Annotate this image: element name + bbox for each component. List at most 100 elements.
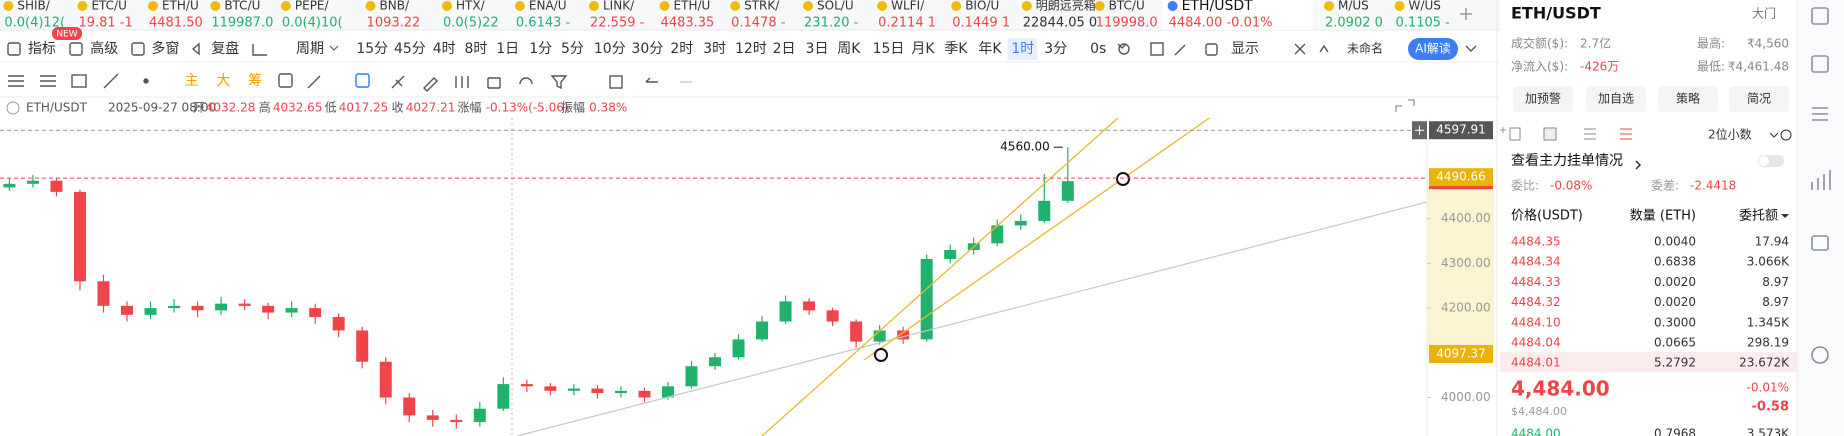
anchor-point[interactable] [874,348,888,362]
period[interactable]: 5分 [561,41,584,57]
coin-icon [730,1,741,11]
ticker-price[interactable]: 119987.0 [211,16,273,31]
period[interactable]: 15日 [873,41,905,57]
period[interactable]: 30分 [632,41,664,57]
panel-button[interactable] [1658,86,1718,112]
ticker-name[interactable]: BTC/U [224,0,260,13]
ticker-name[interactable]: LINK/ [603,0,635,13]
ticker-price[interactable]: 119998.0 [1096,16,1158,31]
panel-entry[interactable]: 大门 [1752,6,1776,21]
period[interactable]: 3时 [703,41,726,57]
candle-body [3,183,16,188]
ticker-name[interactable]: W/US [1409,0,1441,13]
candle-body [661,386,674,398]
ticker-name[interactable]: M/US [1338,0,1369,13]
info-label: 低 [325,101,337,115]
panel-button[interactable] [1586,86,1646,112]
period[interactable]: 2日 [773,41,796,57]
indicator-tool[interactable]: 大 [216,73,230,89]
ticker-price[interactable]: 231.20 - [804,16,859,31]
ticker-name[interactable]: BIO/U [965,0,999,13]
period[interactable]: 月K [911,41,935,57]
fullscreen-icon[interactable] [1395,99,1415,112]
ticker-name[interactable]: BTC/U [1109,0,1145,13]
period[interactable]: 1分 [529,41,552,57]
ticker-price[interactable]: 0.1449 1 [952,16,1010,31]
ticker-price[interactable]: 2.0902 0 [1325,16,1383,31]
panel-button-label[interactable]: 简况 [1747,92,1771,106]
ticker-name[interactable]: ETH/U [162,0,199,13]
period[interactable]: 2时 [670,41,693,57]
indicator-tool[interactable]: 筹 [248,72,262,89]
ticker-name[interactable]: ETH/USDT [1182,0,1254,14]
period[interactable]: 3日 [806,41,829,57]
period[interactable]: 3分 [1044,41,1067,57]
chevron [329,45,339,51]
ticker-price[interactable]: 0.6143 - [516,16,571,31]
decimals[interactable]: 2位小数 [1708,127,1752,142]
panel-button[interactable] [1513,86,1573,112]
ticker-price[interactable]: 4483.35 [661,16,715,31]
period[interactable]: 45分 [394,41,426,57]
period[interactable]: 季K [944,41,968,57]
ticker-price[interactable]: 0.1105 - [1396,16,1451,31]
period[interactable]: 周K [837,41,861,57]
ticker-name[interactable]: ENA/U [529,0,567,13]
main-orders[interactable]: 查看主力挂单情况 [1511,153,1623,169]
indicator-tool[interactable]: 主 [185,73,199,89]
panel-button-label[interactable]: 加自选 [1598,92,1634,106]
anchor-point[interactable] [1116,172,1130,186]
panel-button-label[interactable]: 策略 [1676,91,1700,106]
ticker-price[interactable]: 1093.22 [367,16,421,31]
ticker-name[interactable]: BNB/ [380,0,410,13]
ticker-price[interactable]: 0.0(4)10( [282,16,343,31]
ai-button[interactable] [1408,38,1458,60]
ticker-name[interactable]: 明朗远亮箱 [1036,0,1096,13]
ticker-name[interactable]: ETC/U [91,0,126,13]
ticker-name[interactable]: HTX/ [456,0,486,13]
ticker-price[interactable]: 0.1478 - [731,16,786,31]
panel-button[interactable] [1729,86,1789,112]
display-menu[interactable]: 显示 [1231,41,1259,57]
toolbar-item[interactable]: 指标 [28,41,56,57]
ticker-price[interactable]: 22844.05 0 [1023,16,1097,31]
ticker-price[interactable]: 0.0(5)22 [443,16,499,31]
add-tab-icon[interactable] [1460,8,1472,20]
ticker-price[interactable]: 22.559 - [590,16,645,31]
ticker-price[interactable]: 0.0(4)12( [4,16,65,31]
order-price: 4484.10 [1511,315,1561,329]
toolbar-item[interactable]: 高级 [90,40,118,57]
order-price: 4484.33 [1511,275,1561,289]
coin-icon [148,1,158,11]
ticker-price[interactable]: 0.2114 1 [878,16,936,31]
period[interactable]: 4时 [433,41,456,57]
period[interactable]: 12时 [735,41,767,57]
ticker-name[interactable]: PEPE/ [295,0,330,13]
toolbar-item[interactable]: 复盘 [211,40,239,57]
ticker-name[interactable]: ETH/U [674,0,711,13]
info-label: 收 [392,101,404,115]
ticker-name[interactable]: STRK/ [744,0,780,13]
ticker-price[interactable]: 4481.50 [149,16,203,31]
ticker-name[interactable]: SHIB/ [17,0,50,13]
period[interactable]: 1时 [1011,41,1034,57]
info-symbol: ETH/USDT [26,101,88,115]
period[interactable]: 0s [1090,41,1106,57]
period[interactable]: 10分 [594,41,626,57]
period[interactable]: 年K [978,41,1002,57]
ticker-name[interactable]: WLFI/ [891,0,925,13]
settings-icon[interactable] [1780,129,1792,141]
ticker-price[interactable]: 4484.00 -0.01% [1169,16,1273,31]
info-label: 振幅 [561,100,585,115]
ticker-price[interactable]: 19.81 -1 [78,16,132,31]
panel-button-label[interactable]: 加预警 [1525,91,1561,106]
period-menu[interactable]: 周期 [296,41,324,57]
layout-name[interactable]: 未命名 [1347,41,1383,56]
period[interactable]: 8时 [465,41,488,57]
collapse-icon[interactable] [6,101,20,115]
period[interactable]: 15分 [356,41,388,57]
ai-label[interactable]: AI解读 [1415,42,1451,56]
ticker-name[interactable]: SOL/U [817,0,854,13]
toolbar-item[interactable]: 多窗 [151,40,179,57]
period[interactable]: 1日 [496,41,519,57]
